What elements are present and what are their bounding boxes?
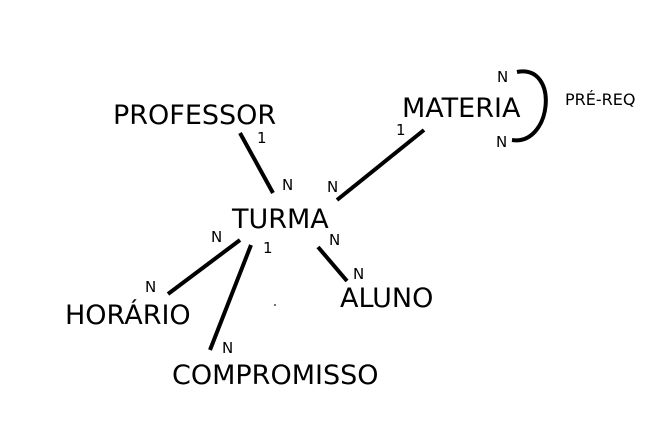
cardinality-turma-compromisso-side: 1 (263, 239, 273, 257)
cardinality-turma-horario-side: N (211, 228, 222, 246)
edge-materia-self-loop (511, 69, 548, 143)
cardinality-pre-req-bottom: N (496, 133, 507, 151)
cardinality-aluno-side: N (353, 265, 364, 283)
edge-turma-compromisso (208, 244, 253, 351)
entity-materia: MATERIA (402, 93, 521, 124)
edge-materia-turma (335, 128, 426, 202)
edge-turma-aluno (316, 245, 349, 283)
stray-dot (274, 304, 276, 306)
cardinality-materia-side: 1 (396, 121, 406, 139)
cardinality-compromisso-side: N (222, 339, 233, 357)
edge-professor-turma (238, 132, 275, 194)
entity-turma: TURMA (231, 204, 329, 235)
cardinality-pre-req-top: N (497, 68, 508, 86)
entity-aluno: ALUNO (340, 283, 433, 314)
cardinality-turma-aluno-side: N (329, 231, 340, 249)
cardinality-turma-materia-side: N (327, 178, 338, 196)
cardinality-horario-side: N (145, 278, 156, 296)
entity-professor: PROFESSOR (113, 100, 276, 131)
entity-horario: HORÁRIO (65, 299, 191, 331)
cardinality-professor-side: 1 (257, 129, 267, 147)
cardinality-turma-professor-side: N (282, 176, 293, 194)
edge-turma-horario (166, 238, 242, 296)
self-relationship-label: PRÉ-REQ (565, 90, 635, 109)
entity-compromisso: COMPROMISSO (172, 360, 378, 391)
